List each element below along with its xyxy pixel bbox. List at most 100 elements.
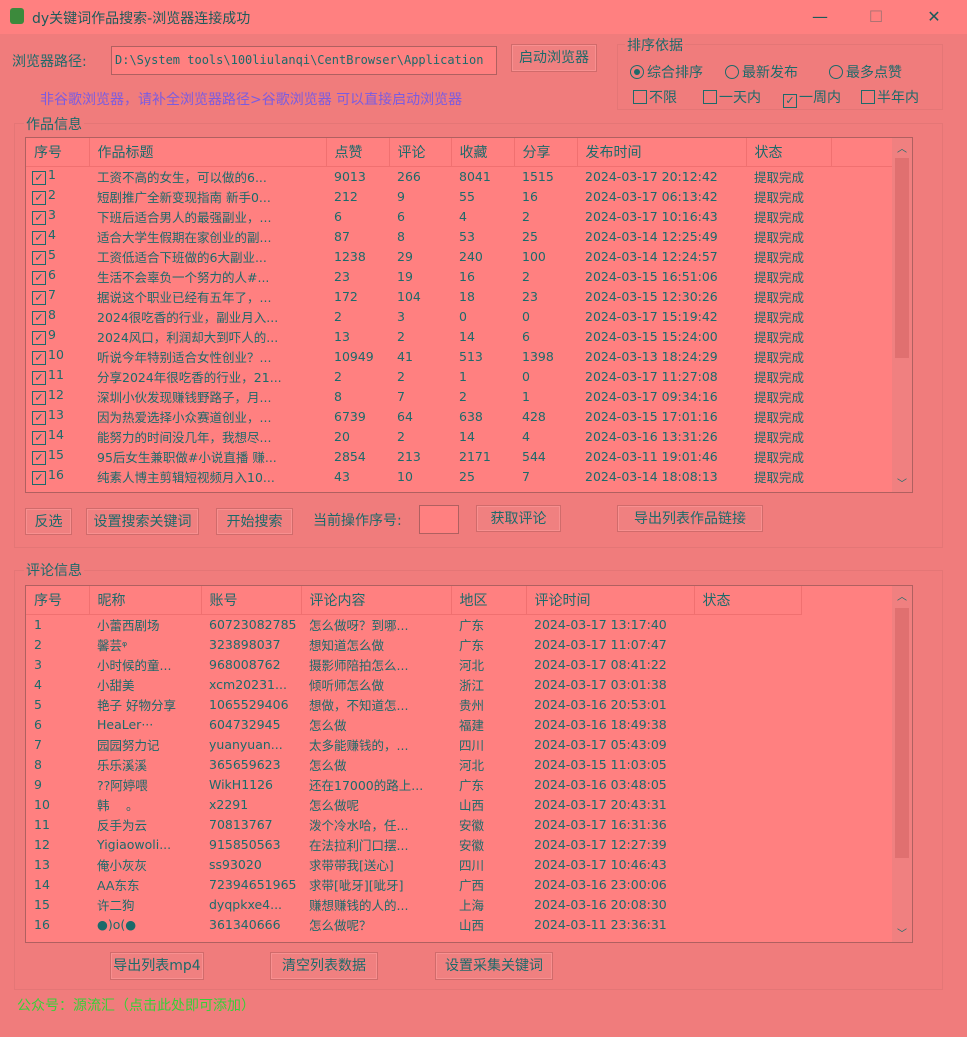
launch-browser-button[interactable]: 启动浏览器 [511,44,597,72]
cell: 摄影师陪拍怎么... [309,657,409,673]
row-checkbox[interactable]: ✓ [32,471,46,485]
checkbox-half-year[interactable]: 半年内 [861,87,919,107]
column-header[interactable]: 分享 [514,138,578,167]
table-row[interactable]: 12 Yigiaowoli... 915850563 在法拉利门口摆... 安徽 2024… [26,834,801,854]
table-row[interactable]: 3 小时候的童... 968008762 摄影师陪拍怎么... 河北 2024-03-17… [26,654,801,674]
table-row[interactable]: 5 艳子 好物分享 1065529406 想做，不知道怎... 贵州 2024-03-16… [26,694,801,714]
row-checkbox[interactable]: ✓ [32,431,46,445]
row-checkbox[interactable]: ✓ [32,451,46,465]
column-header[interactable]: 序号 [26,138,90,167]
comments-scrollbar[interactable]: ︿ ﹀ [892,586,912,942]
table-row[interactable]: ✓ 1 工资不高的女生，可以做的6... 9013 266 8041 1515 2024-03… [26,166,894,186]
column-header[interactable]: 账号 [201,586,302,615]
scroll-down-icon[interactable]: ﹀ [897,479,907,490]
scroll-up-icon[interactable]: ︿ [897,144,907,155]
checkbox-unlimited[interactable]: 不限 [633,87,677,107]
table-row[interactable]: ✓ 9 2024风口，利润却大到吓人的... 13 2 14 6 2024-03-15 15:… [26,326,894,346]
row-checkbox[interactable]: ✓ [32,391,46,405]
set-search-keywords-button[interactable]: 设置搜索关键词 [86,508,199,535]
table-row[interactable]: 2 馨芸ᵠ 323898037 想知道怎么做 广东 2024-03-17 11:07:47 [26,634,801,654]
table-row[interactable]: ✓ 3 下班后适合男人的最强副业，... 6 6 4 2 2024-03-17 10:16:4… [26,206,894,226]
export-mp4-button[interactable]: 导出列表mp4 [110,952,204,980]
cell: 2024-03-16 20:53:01 [534,696,667,712]
row-checkbox[interactable]: ✓ [32,371,46,385]
invert-selection-button[interactable]: 反选 [25,508,72,535]
minimize-button[interactable]: — [812,7,828,26]
table-row[interactable]: 1 小蕾西剧场 60723082785 怎么做呀？到哪... 广东 2024-03-17 … [26,614,801,634]
cell: 20 [334,428,350,444]
checkbox-one-week[interactable]: ✓ 一周内 [783,87,841,108]
table-row[interactable]: 16 ●)o(● 361340666 怎么做呢？ 山西 2024-03-11 23:36:… [26,914,801,934]
current-index-input[interactable] [419,505,459,534]
row-checkbox[interactable]: ✓ [32,331,46,345]
row-checkbox[interactable]: ✓ [32,291,46,305]
column-header[interactable]: 序号 [26,586,90,615]
table-row[interactable]: 4 小甜美 xcm20231... 倾听师怎么做 浙江 2024-03-17 03:01:… [26,674,801,694]
column-header[interactable]: 作品标题 [89,138,327,167]
row-checkbox[interactable]: ✓ [32,191,46,205]
column-header[interactable]: 昵称 [89,586,202,615]
column-header[interactable]: 地区 [451,586,527,615]
table-row[interactable]: ✓ 7 据说这个职业已经有五年了，... 172 104 18 23 2024-03-15 1… [26,286,894,306]
column-header[interactable]: 评论时间 [526,586,695,615]
table-row[interactable]: ✓ 14 能努力的时间没几年，我想尽... 20 2 14 4 2024-03-16 13:3… [26,426,894,446]
scroll-thumb[interactable] [895,158,909,358]
table-row[interactable]: 6 HeaLer··· 604732945 怎么做 福建 2024-03-16 18:49… [26,714,801,734]
get-comments-button[interactable]: 获取评论 [476,505,561,532]
cell: 213 [397,448,421,464]
table-row[interactable]: ✓ 4 适合大学生假期在家创业的副... 87 8 53 25 2024-03-14 12:2… [26,226,894,246]
maximize-button[interactable]: ☐ [868,7,884,26]
row-checkbox[interactable]: ✓ [32,311,46,325]
row-checkbox[interactable]: ✓ [32,411,46,425]
checkbox-one-day[interactable]: 一天内 [703,87,761,107]
row-checkbox[interactable]: ✓ [32,171,46,186]
row-checkbox[interactable]: ✓ [32,251,46,265]
table-row[interactable]: 13 俺小灰灰 ss93020 求带带我[送心] 四川 2024-03-17 10:46:… [26,854,801,874]
table-row[interactable]: ✓ 5 工资低适合下班做的6大副业... 1238 29 240 100 2024-03-14… [26,246,894,266]
table-row[interactable]: 8 乐乐溪溪 365659623 怎么做 河北 2024-03-15 11:03:05 [26,754,801,774]
table-row[interactable]: ✓ 11 分享2024年很吃香的行业，21... 2 2 1 0 2024-03-17 11:… [26,366,894,386]
column-header[interactable]: 评论内容 [301,586,452,615]
table-row[interactable]: 9 ??阿婷喂 WikH1126 还在17000的路上... 广东 2024-03-16 … [26,774,801,794]
row-checkbox[interactable]: ✓ [32,231,46,245]
start-search-button[interactable]: 开始搜索 [216,508,293,535]
radio-most-likes[interactable]: 最多点赞 [829,62,902,82]
radio-comprehensive[interactable]: 综合排序 [630,62,703,82]
table-row[interactable]: 10 韩 。 x2291 怎么做呢 山西 2024-03-17 20:43:31 [26,794,801,814]
table-row[interactable]: ✓ 16 纯素人博主剪辑短视频月入10... 43 10 25 7 2024-03-14 18… [26,466,894,486]
column-header[interactable]: 点赞 [326,138,390,167]
scroll-down-icon[interactable]: ﹀ [897,929,907,940]
row-checkbox[interactable]: ✓ [32,351,46,365]
table-row[interactable]: ✓ 6 生活不会辜负一个努力的人#... 23 19 16 2 2024-03-15 16:5… [26,266,894,286]
cell: 6 [522,328,530,344]
column-header[interactable]: 收藏 [451,138,515,167]
footer-link[interactable]: 公众号：源流汇（点击此处即可添加） [17,998,255,1014]
table-row[interactable]: 7 园园努力记 yuanyuan... 太多能赚钱的，... 四川 2024-03-17 … [26,734,801,754]
table-row[interactable]: ✓ 15 95后女生兼职做#小说直播 赚... 2854 213 2171 544 2024-… [26,446,894,466]
table-row[interactable]: 14 AA东东 72394651965 求带[呲牙][呲牙] 广西 2024-03-16 … [26,874,801,894]
set-collect-keywords-button[interactable]: 设置采集关键词 [435,952,553,980]
table-row[interactable]: ✓ 10 听说今年特别适合女性创业？... 10949 41 513 1398 2024-03… [26,346,894,366]
column-header[interactable]: 评论 [389,138,452,167]
export-links-button[interactable]: 导出列表作品链接 [617,505,763,532]
close-button[interactable]: ✕ [927,7,941,26]
scroll-up-icon[interactable]: ︿ [897,592,907,603]
works-scrollbar[interactable]: ︿ ﹀ [892,138,912,492]
column-header[interactable]: 发布时间 [577,138,747,167]
scroll-thumb[interactable] [895,608,909,858]
table-row[interactable]: ✓ 2 短剧推广全新变现指南 新手0... 212 9 55 16 2024-03-17 06… [26,186,894,206]
column-header[interactable]: 状态 [746,138,832,167]
row-checkbox[interactable]: ✓ [32,271,46,285]
column-header[interactable]: 状态 [694,586,802,615]
comments-table: 序号 昵称 账号 评论内容 地区 评论时间 状态 1 小蕾西剧场 60723082785 怎么做呀？… [25,585,913,943]
table-row[interactable]: ✓ 13 因为热爱选择小众赛道创业，... 6739 64 638 428 2024-03-1… [26,406,894,426]
table-row[interactable]: 15 许二狗 dyqpkxe4... 赚想赚钱的人的... 上海 2024-03-16 2… [26,894,801,914]
browser-path-input[interactable]: D:\System tools\100liulanqi\CentBrowser\… [111,46,497,75]
table-row[interactable]: ✓ 8 2024很吃香的行业，副业月入... 2 3 0 0 2024-03-17 15:19… [26,306,894,326]
table-row[interactable]: ✓ 12 深圳小伙发现赚钱野路子，月... 8 7 2 1 2024-03-17 09:34:… [26,386,894,406]
radio-newest[interactable]: 最新发布 [725,62,798,82]
clear-list-button[interactable]: 清空列表数据 [270,952,378,980]
cell: 6 [397,208,405,224]
row-checkbox[interactable]: ✓ [32,211,46,225]
table-row[interactable]: 11 反手为云 70813767 泼个冷水哈，任... 安徽 2024-03-17 16:… [26,814,801,834]
